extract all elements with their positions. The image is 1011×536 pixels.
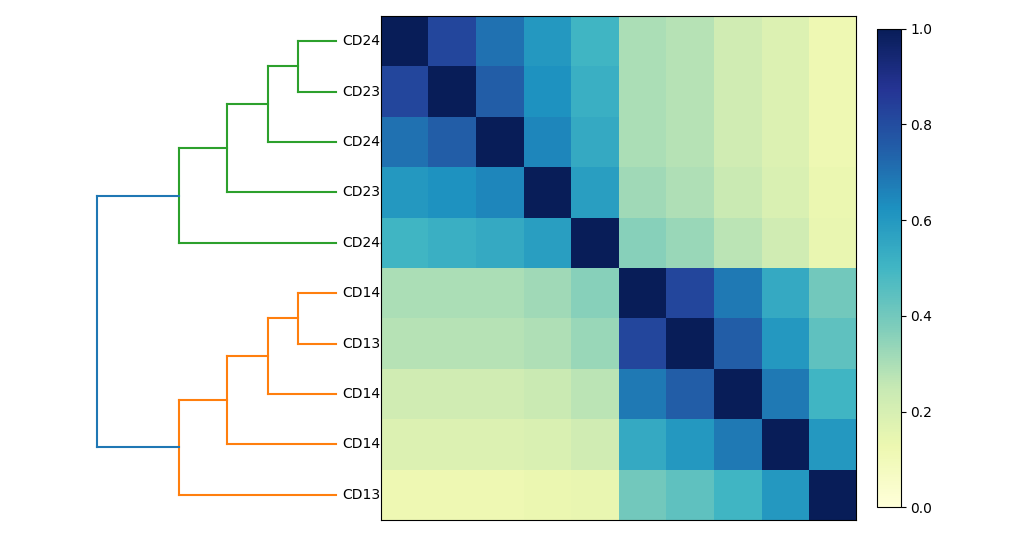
Text: CD146: CD146: [342, 286, 389, 300]
Text: CD242: CD242: [342, 34, 388, 48]
Text: CD240: CD240: [342, 135, 388, 149]
Text: CD244: CD244: [342, 236, 388, 250]
Text: CD237: CD237: [342, 185, 388, 199]
Text: CD238: CD238: [342, 85, 388, 99]
Text: CD136: CD136: [342, 488, 389, 502]
Text: CD138: CD138: [342, 337, 389, 351]
Text: CD140: CD140: [342, 437, 388, 451]
Text: CD142: CD142: [342, 387, 388, 401]
